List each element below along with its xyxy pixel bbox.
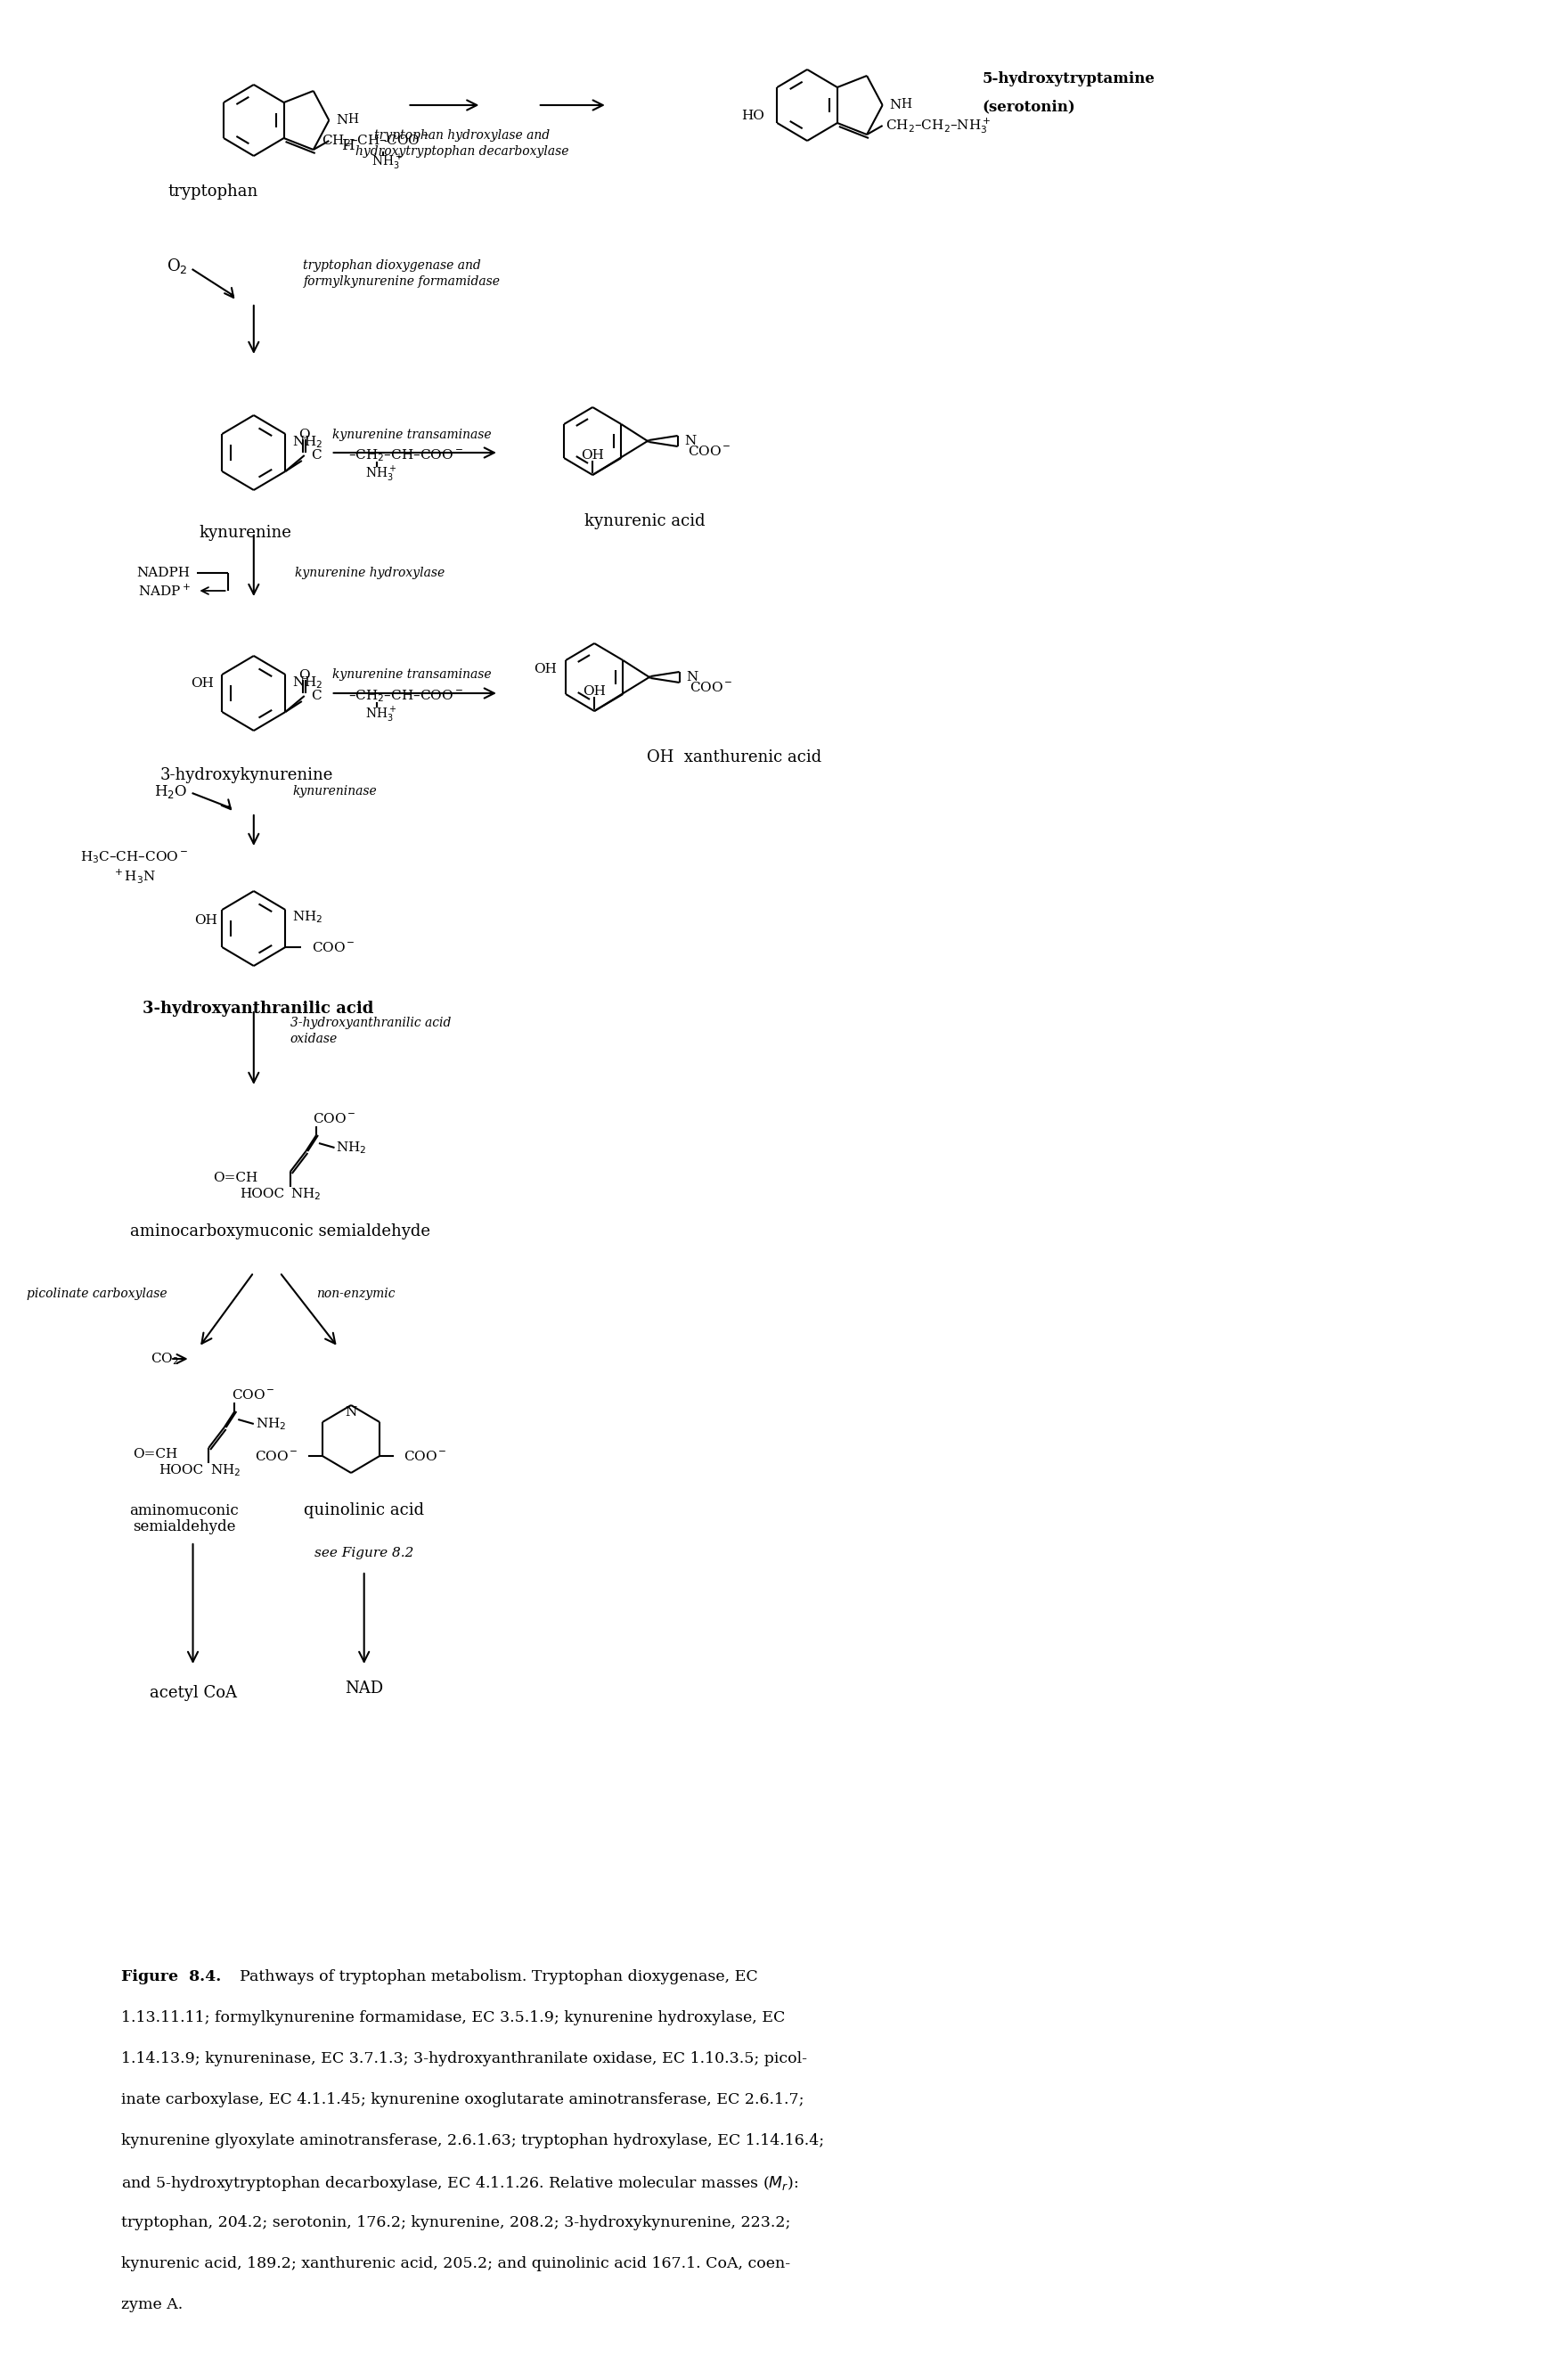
Text: CO$_2$: CO$_2$ [150,1352,178,1366]
Text: kynurenine transaminase: kynurenine transaminase [332,428,492,440]
Text: aminocarboxymuconic semialdehyde: aminocarboxymuconic semialdehyde [130,1223,430,1240]
Text: kynurenic acid: kynurenic acid [585,514,706,528]
Text: H$_3$C–CH–COO$^-$: H$_3$C–CH–COO$^-$ [79,850,188,864]
Text: COO$^-$: COO$^-$ [254,1449,298,1464]
Text: NAD: NAD [344,1680,383,1697]
Text: HOOC: HOOC [239,1188,284,1200]
Text: COO$^-$: COO$^-$ [313,1111,357,1126]
Text: kynurenic acid, 189.2; xanthurenic acid, 205.2; and quinolinic acid 167.1. CoA, : kynurenic acid, 189.2; xanthurenic acid,… [121,2256,789,2271]
Text: C: C [312,450,321,462]
Text: NH$_3^+$: NH$_3^+$ [372,152,403,171]
Text: OH  xanthurenic acid: OH xanthurenic acid [647,750,822,766]
Text: COO$^-$: COO$^-$ [312,940,355,954]
Text: NH$_2$: NH$_2$ [337,1140,368,1157]
Text: NH$_3^+$: NH$_3^+$ [364,704,397,724]
Text: picolinate carboxylase: picolinate carboxylase [26,1288,168,1299]
Text: NH$_2$: NH$_2$ [211,1461,240,1478]
Text: H: H [347,114,358,126]
Text: H: H [341,138,354,152]
Text: zyme A.: zyme A. [121,2297,183,2313]
Text: NH$_2$: NH$_2$ [292,909,323,926]
Text: C: C [312,690,321,702]
Text: OH: OH [195,914,217,926]
Text: 3-hydroxyanthranilic acid: 3-hydroxyanthranilic acid [290,1016,451,1028]
Text: 5-hydroxytryptamine: 5-hydroxytryptamine [982,71,1155,86]
Text: quinolinic acid: quinolinic acid [304,1502,425,1518]
Text: O: O [299,428,310,440]
Text: acetyl CoA: acetyl CoA [149,1685,237,1702]
Text: Pathways of tryptophan metabolism. Tryptophan dioxygenase, EC: Pathways of tryptophan metabolism. Trypt… [230,1968,757,1985]
Text: and 5-hydroxytryptophan decarboxylase, EC 4.1.1.26. Relative molecular masses ($: and 5-hydroxytryptophan decarboxylase, E… [121,2175,797,2192]
Text: $^+$H$_3$N: $^+$H$_3$N [112,866,155,885]
Text: kynurenine glyoxylate aminotransferase, 2.6.1.63; tryptophan hydroxylase, EC 1.1: kynurenine glyoxylate aminotransferase, … [121,2132,824,2149]
Text: non-enzymic: non-enzymic [316,1288,396,1299]
Text: tryptophan: tryptophan [168,183,257,200]
Text: see Figure 8.2: see Figure 8.2 [315,1547,414,1559]
Text: OH: OH [191,678,214,690]
Text: NH$_2$: NH$_2$ [256,1416,287,1433]
Text: COO$^-$: COO$^-$ [689,445,732,457]
Text: O$_2$: O$_2$ [166,257,188,274]
Text: hydroxytryptophan decarboxylase: hydroxytryptophan decarboxylase [355,145,569,157]
Text: CH$_2$–CH$_2$–NH$_3^+$: CH$_2$–CH$_2$–NH$_3^+$ [886,117,991,136]
Text: kynurenine: kynurenine [199,526,292,540]
Text: COO$^-$: COO$^-$ [690,681,734,693]
Text: kynurenine hydroxylase: kynurenine hydroxylase [295,566,445,578]
Text: –CH$_2$–CH–COO$^-$: –CH$_2$–CH–COO$^-$ [347,447,462,464]
Text: tryptophan, 204.2; serotonin, 176.2; kynurenine, 208.2; 3-hydroxykynurenine, 223: tryptophan, 204.2; serotonin, 176.2; kyn… [121,2216,789,2230]
Text: 3-hydroxykynurenine: 3-hydroxykynurenine [160,766,333,783]
Text: 1.13.11.11; formylkynurenine formamidase, EC 3.5.1.9; kynurenine hydroxylase, EC: 1.13.11.11; formylkynurenine formamidase… [121,2011,785,2025]
Text: 3-hydroxyanthranilic acid: 3-hydroxyanthranilic acid [143,1000,374,1016]
Text: H: H [901,98,912,109]
Text: kynurenine transaminase: kynurenine transaminase [332,669,492,681]
Text: N: N [889,100,901,112]
Text: inate carboxylase, EC 4.1.1.45; kynurenine oxoglutarate aminotransferase, EC 2.6: inate carboxylase, EC 4.1.1.45; kynureni… [121,2092,803,2106]
Text: tryptophan hydroxylase and: tryptophan hydroxylase and [374,129,551,143]
Text: –CH$_2$–CH–COO$^-$: –CH$_2$–CH–COO$^-$ [347,688,462,704]
Text: OH: OH [582,450,605,462]
Text: N: N [346,1407,357,1418]
Text: NH$_2$: NH$_2$ [290,1185,321,1202]
Text: OH: OH [583,685,606,697]
Text: NADPH: NADPH [136,566,191,578]
Text: oxidase: oxidase [290,1033,338,1045]
Text: N: N [684,436,696,447]
Text: H$_2$O: H$_2$O [155,783,188,800]
Text: NH$_2$: NH$_2$ [292,433,323,450]
Text: (serotonin): (serotonin) [982,100,1076,114]
Text: HO: HO [741,109,765,121]
Text: semialdehyde: semialdehyde [133,1518,236,1535]
Text: O=CH: O=CH [214,1171,257,1185]
Text: CH$_2$–CH–COO$^-$: CH$_2$–CH–COO$^-$ [323,133,430,148]
Text: 1.14.13.9; kynureninase, EC 3.7.1.3; 3-hydroxyanthranilate oxidase, EC 1.10.3.5;: 1.14.13.9; kynureninase, EC 3.7.1.3; 3-h… [121,2052,807,2066]
Text: N: N [687,671,698,683]
Text: tryptophan dioxygenase and: tryptophan dioxygenase and [304,259,481,271]
Text: O: O [299,669,310,681]
Text: NH$_3^+$: NH$_3^+$ [364,464,397,483]
Text: OH: OH [534,664,557,676]
Text: NADP$^+$: NADP$^+$ [138,583,191,597]
Text: O=CH: O=CH [132,1447,177,1461]
Text: COO$^-$: COO$^-$ [233,1388,276,1402]
Text: N: N [337,114,347,126]
Text: formylkynurenine formamidase: formylkynurenine formamidase [304,276,499,288]
Text: aminomuconic: aminomuconic [130,1502,239,1518]
Text: HOOC: HOOC [158,1464,203,1476]
Text: kynureninase: kynureninase [293,785,377,797]
Text: Figure  8.4.: Figure 8.4. [121,1968,220,1985]
Text: NH$_2$: NH$_2$ [292,674,323,690]
Text: COO$^-$: COO$^-$ [403,1449,447,1464]
